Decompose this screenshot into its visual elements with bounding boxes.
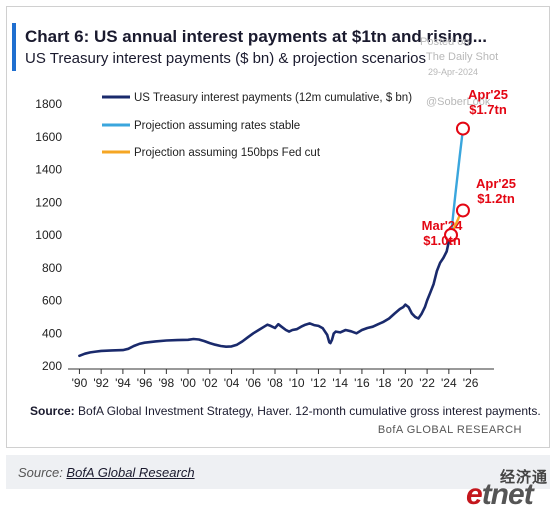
source-label: Source: — [30, 404, 75, 418]
annotation-marker — [444, 228, 459, 242]
title-accent-bar — [12, 23, 16, 71]
caption: Source: BofA Global Research — [18, 465, 195, 480]
x-tick-label: '06 — [245, 376, 261, 390]
caption-prefix: Source: — [18, 465, 67, 480]
x-tick-label: '22 — [419, 376, 435, 390]
chart-card — [6, 6, 550, 448]
x-tick-label: '96 — [137, 376, 153, 390]
x-tick-label: '14 — [332, 376, 348, 390]
annotation-label-value: $1.7tn — [469, 102, 507, 117]
legend-item-actual-label: US Treasury interest payments (12m cumul… — [134, 92, 412, 104]
watermark-date: 29-Apr-2024 — [428, 67, 479, 77]
annotation-label-value: $1.0tn — [423, 233, 461, 248]
y-tick-label: 600 — [42, 294, 62, 308]
x-tick-label: '26 — [463, 376, 479, 390]
y-tick-label: 200 — [42, 359, 62, 373]
etnet-logo-chinese: 经济通 — [500, 469, 549, 486]
watermark-handle: @SoberLook — [426, 96, 491, 108]
y-tick-label: 1200 — [35, 195, 62, 209]
x-tick-label: '18 — [376, 376, 392, 390]
x-tick-label: '94 — [115, 376, 131, 390]
chart-subtitle: US Treasury interest payments ($ bn) & p… — [25, 50, 427, 67]
y-tick-label: 400 — [42, 326, 62, 340]
annotation-label-date: Apr'25 — [476, 176, 516, 191]
series-line-rates-stable — [449, 127, 465, 237]
brand-label: BofA GLOBAL RESEARCH — [377, 424, 522, 436]
annotation-label-date: Apr'25 — [468, 87, 508, 102]
source-note: Source: BofA Global Investment Strategy,… — [30, 404, 541, 418]
annotation-label-value: $1.2tn — [477, 191, 515, 206]
x-tick-label: '00 — [180, 376, 196, 390]
etnet-logo[interactable]: etnet — [466, 478, 534, 512]
y-tick-label: 1800 — [35, 97, 62, 111]
legend: US Treasury interest payments (12m cumul… — [102, 92, 412, 159]
y-tick-label: 1400 — [35, 163, 62, 177]
x-tick-label: '12 — [311, 376, 327, 390]
annotation-marker — [455, 121, 470, 136]
y-tick-label: 1600 — [35, 130, 62, 144]
source-link[interactable]: BofA Global Research — [66, 465, 195, 480]
series-line-actual — [78, 233, 453, 358]
x-tick-label: '10 — [289, 376, 305, 390]
annotation-marker — [455, 203, 470, 218]
x-tick-label: '90 — [72, 376, 88, 390]
chart-title: Chart 6: US annual interest payments at … — [25, 27, 487, 46]
etnet-logo-rest: tnet — [481, 478, 534, 511]
x-tick-label: '02 — [202, 376, 218, 390]
x-tick-label: '08 — [267, 376, 283, 390]
y-tick-label: 800 — [42, 261, 62, 275]
x-tick-label: '92 — [93, 376, 109, 390]
y-axis: 200 400 600 800 1000 1200 1400 1600 1800 — [35, 97, 62, 373]
x-tick-label: '20 — [398, 376, 414, 390]
watermark-daily-shot: The Daily Shot — [426, 51, 499, 63]
watermark-posted-on: Posted on — [420, 36, 470, 48]
x-tick-label: '16 — [354, 376, 370, 390]
series-layer — [78, 127, 465, 358]
y-tick-label: 1000 — [35, 228, 62, 242]
x-tick-label: '98 — [159, 376, 175, 390]
annotation-label-date: Mar'24 — [422, 218, 463, 233]
etnet-logo-e: e — [466, 478, 483, 511]
x-tick-label: '24 — [441, 376, 457, 390]
legend-item-rates-stable-label: Projection assuming rates stable — [134, 120, 300, 132]
caption-bar: Source: BofA Global Research — [6, 455, 550, 489]
x-tick-label: '04 — [224, 376, 240, 390]
x-axis: '90 '92 '94 '96 '98 '00 '02 '04 '06 '08 '10 '12 '14 '… — [68, 368, 494, 390]
source-text: BofA Global Investment Strategy, Haver. … — [74, 404, 541, 418]
legend-item-fed-cut-label: Projection assuming 150bps Fed cut — [134, 147, 321, 159]
